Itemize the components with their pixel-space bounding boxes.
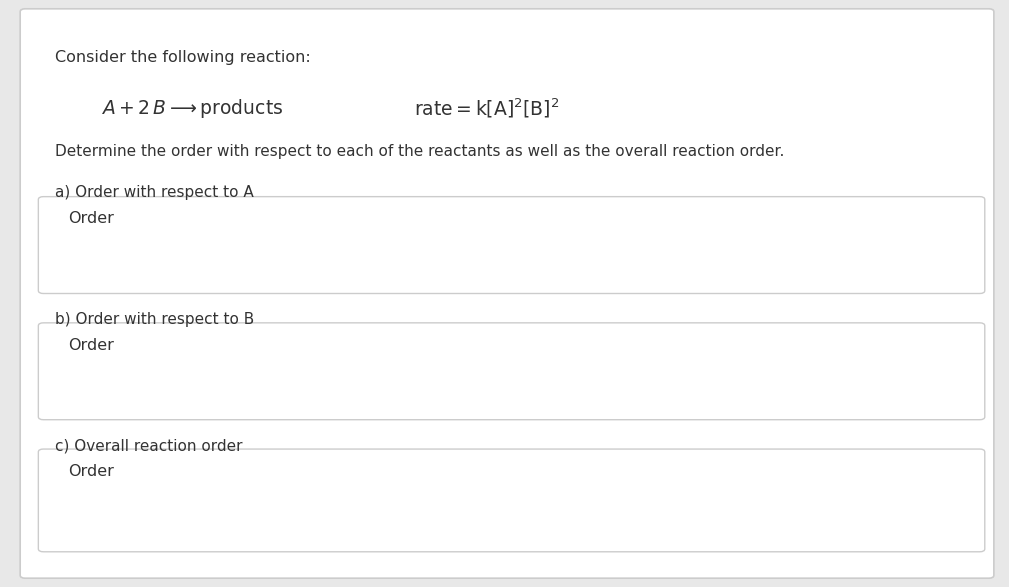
- Text: a) Order with respect to A: a) Order with respect to A: [55, 185, 254, 200]
- Text: $A + 2\,B \longrightarrow \mathrm{products}$: $A + 2\,B \longrightarrow \mathrm{produc…: [101, 97, 284, 120]
- FancyBboxPatch shape: [38, 449, 985, 552]
- Text: Determine the order with respect to each of the reactants as well as the overall: Determine the order with respect to each…: [55, 144, 785, 159]
- FancyBboxPatch shape: [38, 197, 985, 294]
- Text: $\mathrm{rate{=}k[A]^2[B]^2}$: $\mathrm{rate{=}k[A]^2[B]^2}$: [414, 97, 559, 120]
- FancyBboxPatch shape: [38, 323, 985, 420]
- Text: c) Overall reaction order: c) Overall reaction order: [55, 438, 243, 454]
- FancyBboxPatch shape: [20, 9, 994, 578]
- Text: Consider the following reaction:: Consider the following reaction:: [55, 50, 311, 65]
- Text: Order: Order: [69, 211, 114, 227]
- Text: Order: Order: [69, 338, 114, 353]
- Text: b) Order with respect to B: b) Order with respect to B: [55, 312, 254, 328]
- Text: Order: Order: [69, 464, 114, 479]
